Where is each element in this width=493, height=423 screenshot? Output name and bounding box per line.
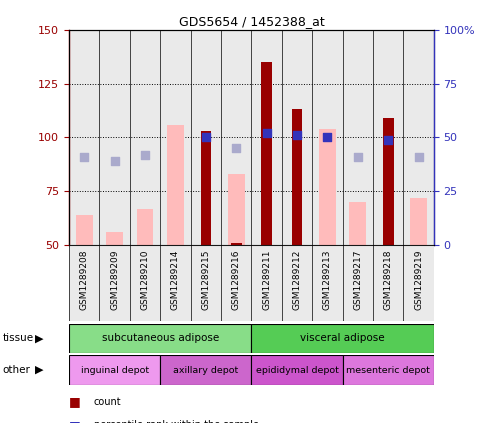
Point [354, 154, 362, 160]
Bar [251, 30, 282, 245]
Bar [312, 245, 343, 321]
Point [232, 145, 240, 152]
Text: ▶: ▶ [35, 365, 43, 375]
Bar [251, 324, 434, 353]
Text: count: count [94, 397, 121, 407]
Bar [69, 30, 100, 245]
Bar [221, 245, 251, 321]
Point [415, 154, 423, 160]
Bar [69, 355, 160, 385]
Bar [100, 245, 130, 321]
Text: percentile rank within the sample: percentile rank within the sample [94, 420, 259, 423]
Bar [261, 62, 272, 245]
Point [110, 158, 119, 165]
Bar [130, 30, 160, 245]
Point [263, 130, 271, 137]
Text: GSM1289216: GSM1289216 [232, 249, 241, 310]
Point [202, 134, 210, 141]
Bar [312, 30, 343, 245]
Text: GSM1289211: GSM1289211 [262, 249, 271, 310]
Bar [373, 245, 403, 321]
Bar [76, 215, 93, 245]
Bar [403, 245, 434, 321]
Text: GSM1289212: GSM1289212 [292, 249, 302, 310]
Bar [410, 198, 427, 245]
Bar [167, 124, 184, 245]
Title: GDS5654 / 1452388_at: GDS5654 / 1452388_at [178, 16, 324, 28]
Bar [343, 245, 373, 321]
Bar [130, 245, 160, 321]
Bar [343, 30, 373, 245]
Text: GSM1289217: GSM1289217 [353, 249, 362, 310]
Bar [106, 232, 123, 245]
Bar [282, 245, 312, 321]
Bar [201, 131, 211, 245]
Bar [350, 202, 366, 245]
Bar [160, 355, 251, 385]
Text: other: other [2, 365, 31, 375]
Bar [69, 245, 100, 321]
Bar [221, 30, 251, 245]
Point [323, 134, 331, 141]
Text: GSM1289208: GSM1289208 [80, 249, 89, 310]
Bar [383, 118, 393, 245]
Bar [160, 245, 191, 321]
Bar [69, 324, 251, 353]
Text: GSM1289209: GSM1289209 [110, 249, 119, 310]
Point [80, 154, 88, 160]
Text: GSM1289210: GSM1289210 [141, 249, 149, 310]
Bar [231, 243, 242, 245]
Point [141, 151, 149, 158]
Bar [343, 355, 434, 385]
Bar [191, 30, 221, 245]
Text: GSM1289219: GSM1289219 [414, 249, 423, 310]
Point [384, 136, 392, 143]
Bar [403, 30, 434, 245]
Text: ■: ■ [69, 396, 81, 408]
Text: GSM1289215: GSM1289215 [201, 249, 211, 310]
Text: tissue: tissue [2, 333, 34, 343]
Text: subcutaneous adipose: subcutaneous adipose [102, 333, 219, 343]
Bar [251, 245, 282, 321]
Bar [160, 30, 191, 245]
Text: axillary depot: axillary depot [173, 365, 239, 375]
Text: GSM1289214: GSM1289214 [171, 249, 180, 310]
Bar [137, 209, 153, 245]
Bar [319, 129, 336, 245]
Text: epididymal depot: epididymal depot [255, 365, 339, 375]
Text: visceral adipose: visceral adipose [300, 333, 385, 343]
Point [293, 132, 301, 139]
Bar [228, 174, 245, 245]
Text: GSM1289213: GSM1289213 [323, 249, 332, 310]
Bar [292, 110, 302, 245]
Text: inguinal depot: inguinal depot [80, 365, 149, 375]
Bar [251, 355, 343, 385]
Text: ▶: ▶ [35, 333, 43, 343]
Bar [191, 245, 221, 321]
Bar [282, 30, 312, 245]
Bar [373, 30, 403, 245]
Text: ■: ■ [69, 419, 81, 423]
Bar [100, 30, 130, 245]
Text: mesenteric depot: mesenteric depot [346, 365, 430, 375]
Text: GSM1289218: GSM1289218 [384, 249, 393, 310]
